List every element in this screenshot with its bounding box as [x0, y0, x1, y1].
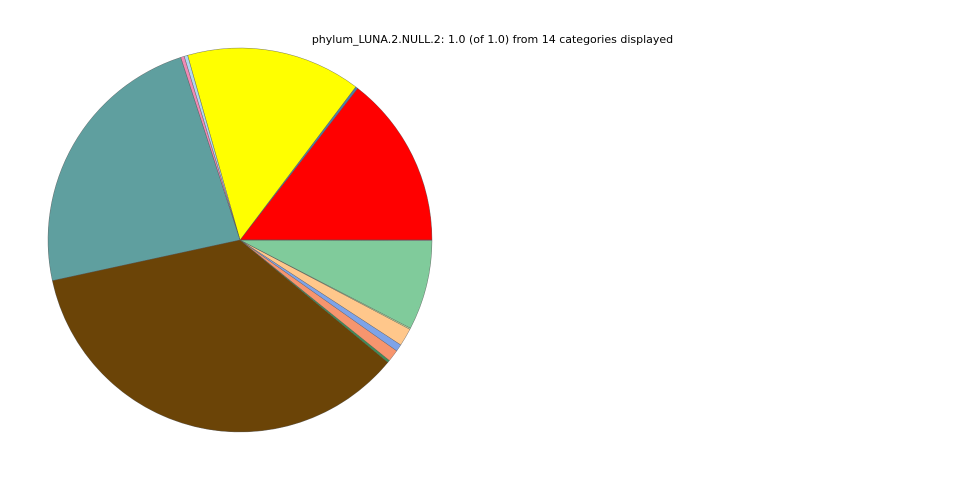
pie-slice-6: [52, 239, 389, 433]
pie-slice-13: [239, 239, 433, 241]
pie-slice-0: [239, 88, 433, 241]
pie-slice-2: [187, 47, 357, 241]
pie-slice-5: [47, 57, 241, 281]
pie-slices: [47, 47, 433, 433]
chart-title: phylum_LUNA.2.NULL.2: 1.0 (of 1.0) from …: [311, 33, 674, 46]
